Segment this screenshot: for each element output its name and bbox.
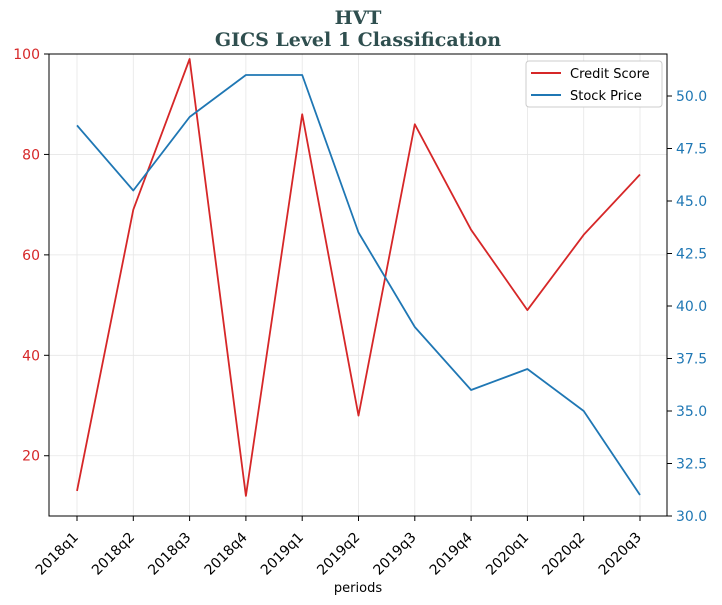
series-line-credit-score <box>76 58 641 497</box>
x-axis-tick-label: 2018q1 <box>33 530 82 579</box>
right-axis-tick-label: 47.5 <box>676 142 707 158</box>
x-axis-tick-label: 2018q4 <box>202 529 251 578</box>
grid-lines <box>49 53 667 516</box>
x-axis-tick-label: 2018q2 <box>89 530 138 579</box>
x-axis-tick-label: 2020q3 <box>596 530 645 579</box>
legend-label-credit-score: Credit Score <box>570 67 650 82</box>
x-axis-tick-label: 2020q2 <box>539 530 588 579</box>
legend: Credit Score Stock Price <box>525 60 663 108</box>
x-axis-tick-label: 2019q2 <box>314 530 363 579</box>
right-axis-tick-label: 45.0 <box>676 194 707 210</box>
right-axis-tick-label: 37.5 <box>676 352 707 368</box>
series-line-stock-price <box>76 74 641 496</box>
x-axis-label: periods <box>334 581 382 596</box>
x-axis-tick-label: 2019q1 <box>258 530 307 579</box>
x-axis: 2018q1 2018q2 2018q3 2018q4 2019q1 2019q2 2019… <box>33 516 645 579</box>
x-axis-tick-label: 2019q4 <box>427 529 476 578</box>
left-axis-tick-label: 40 <box>22 348 40 364</box>
chart-subtitle: GICS Level 1 Classification <box>215 29 501 51</box>
right-axis-tick-label: 32.5 <box>676 457 707 473</box>
right-axis-tick-label: 42.5 <box>676 247 707 263</box>
right-y-axis: 30.0 32.5 35.0 37.5 40.0 42.5 45.0 47.5 50.0 <box>667 89 707 525</box>
right-axis-tick-label: 50.0 <box>676 89 707 105</box>
x-axis-tick-label: 2020q1 <box>483 530 532 579</box>
chart-title: HVT <box>335 7 382 29</box>
left-axis-tick-label: 100 <box>13 47 40 63</box>
left-axis-tick-label: 60 <box>22 248 40 264</box>
x-axis-tick-label: 2019q3 <box>371 530 420 579</box>
legend-label-stock-price: Stock Price <box>570 89 642 104</box>
right-axis-tick-label: 35.0 <box>676 404 707 420</box>
left-axis-tick-label: 20 <box>22 449 40 465</box>
left-axis-tick-label: 80 <box>22 147 40 163</box>
right-axis-tick-label: 30.0 <box>676 509 707 525</box>
left-y-axis: 20 40 60 80 100 <box>13 47 49 465</box>
right-axis-tick-label: 40.0 <box>676 299 707 315</box>
x-axis-tick-label: 2018q3 <box>145 530 194 579</box>
plot-frame <box>48 53 668 517</box>
series-lines <box>76 58 641 497</box>
